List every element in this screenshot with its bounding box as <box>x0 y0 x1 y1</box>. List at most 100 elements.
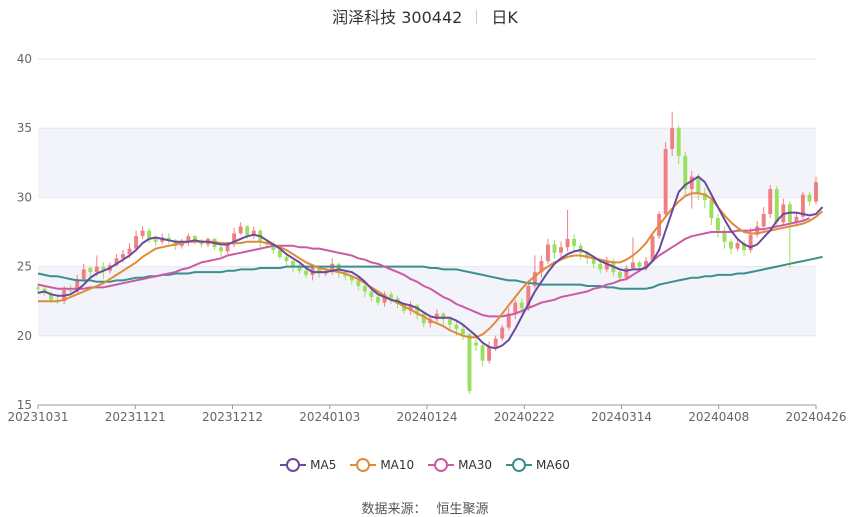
candle-body <box>559 247 563 253</box>
candle <box>572 234 577 253</box>
candle-body <box>94 266 99 273</box>
legend-item-ma10[interactable]: MA10 <box>350 458 414 472</box>
candle <box>382 291 387 307</box>
candle-body <box>173 240 178 246</box>
candle-body <box>251 230 256 235</box>
candle-body <box>376 297 380 303</box>
candle <box>480 342 485 367</box>
candle <box>356 279 361 291</box>
candle-body <box>121 254 125 259</box>
candle-body <box>768 189 773 215</box>
candle <box>434 309 439 322</box>
candle <box>88 266 93 278</box>
candle <box>650 233 655 263</box>
y-tick-label: 35 <box>17 121 32 135</box>
legend-item-ma5[interactable]: MA5 <box>280 458 336 472</box>
candle-body <box>238 226 243 234</box>
candle-body <box>140 230 145 237</box>
candle <box>715 214 720 238</box>
candle <box>277 248 282 260</box>
candle <box>140 226 145 239</box>
candle <box>487 341 492 364</box>
candle-body <box>454 324 459 329</box>
candle-body <box>474 342 478 346</box>
candle-body <box>532 272 537 286</box>
candle-body <box>545 244 550 262</box>
x-axis: 20231031 20231121 20231212 20240103 20240124… <box>7 404 847 424</box>
candle-body <box>356 280 361 286</box>
candle-body <box>526 285 531 309</box>
candle-body <box>650 236 655 262</box>
candle <box>670 111 675 156</box>
candle <box>467 333 472 394</box>
candle-body <box>434 313 439 320</box>
candle <box>689 171 694 209</box>
candle <box>787 201 792 268</box>
candle <box>199 238 204 248</box>
candle <box>742 240 747 256</box>
candle <box>284 255 289 266</box>
legend-label: MA10 <box>380 458 415 472</box>
candle-body <box>572 238 577 246</box>
candle <box>709 197 714 226</box>
candle-body <box>277 249 282 257</box>
candle-body <box>591 258 596 264</box>
candle-body <box>670 128 675 149</box>
candle <box>238 222 243 235</box>
candle-body <box>304 270 309 275</box>
legend-marker-icon <box>350 458 377 472</box>
candle-body <box>794 216 799 223</box>
candle-body <box>408 305 413 311</box>
candle-body <box>598 263 603 270</box>
legend-marker-icon <box>428 458 455 472</box>
candle-body <box>389 294 394 299</box>
candle <box>781 198 786 226</box>
candle-body <box>134 236 139 249</box>
candle-body <box>88 267 93 273</box>
candle-body <box>742 243 747 250</box>
candle-body <box>467 334 472 392</box>
candle-body <box>49 294 54 300</box>
y-tick-label: 15 <box>17 398 32 412</box>
candle-body <box>755 226 760 235</box>
legend-marker-icon <box>506 458 533 472</box>
candle-body <box>421 313 426 324</box>
candle-body <box>232 233 237 245</box>
legend-item-ma30[interactable]: MA30 <box>428 458 492 472</box>
candle-body <box>604 261 609 270</box>
candle <box>376 295 380 306</box>
candle-body <box>441 313 446 320</box>
candle-body <box>585 252 590 259</box>
candle-body <box>709 200 714 219</box>
candle-body <box>729 241 733 249</box>
candle-body <box>186 236 191 242</box>
candle <box>552 240 557 259</box>
candle <box>807 191 812 206</box>
candle-body <box>192 236 197 241</box>
candle <box>219 245 224 257</box>
candle <box>814 176 818 205</box>
grid-lines <box>38 58 816 406</box>
candle-body <box>539 261 544 273</box>
candle <box>415 303 420 320</box>
candle-body <box>81 269 86 280</box>
x-tick-label: 20240124 <box>396 410 457 424</box>
candle <box>251 226 256 239</box>
candle <box>559 241 563 257</box>
candle-body <box>552 244 557 253</box>
candle-body <box>696 176 701 194</box>
y-axis: 15 20 25 30 35 40 <box>17 52 32 412</box>
candle-body <box>722 230 727 242</box>
candle-body <box>127 248 132 255</box>
candle <box>624 265 629 281</box>
candle-body <box>800 194 805 217</box>
legend-item-ma60[interactable]: MA60 <box>506 458 570 472</box>
candle <box>800 191 805 220</box>
moving-average-lines <box>37 175 824 350</box>
candle <box>683 151 688 197</box>
candle-body <box>362 285 367 292</box>
candle-body <box>500 327 505 339</box>
candle-body <box>480 345 485 361</box>
candle-body <box>565 238 570 248</box>
